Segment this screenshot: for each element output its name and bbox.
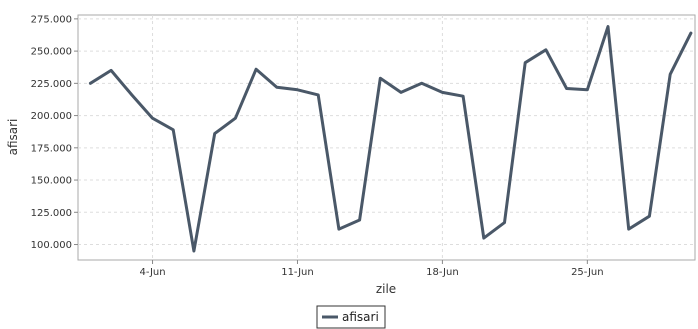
data-point (296, 88, 299, 92)
data-point (399, 91, 403, 94)
data-point (689, 31, 693, 35)
x-tick-label: 11-Jun (281, 267, 314, 278)
data-point (482, 236, 485, 240)
data-point (192, 249, 196, 253)
grid-lines (78, 15, 695, 260)
x-tick-label: 18-Jun (426, 267, 459, 278)
y-tick-label: 250.000 (31, 47, 72, 58)
data-point (544, 48, 548, 51)
x-axis-ticks: 4-Jun 11-Jun 18-Jun 25-Jun (139, 260, 604, 278)
data-point (565, 87, 568, 90)
data-point (317, 93, 320, 97)
data-point (441, 91, 444, 94)
data-point (379, 77, 382, 80)
data-point (503, 221, 506, 224)
data-point (254, 68, 258, 71)
y-tick-label: 200.000 (31, 111, 72, 122)
data-point (648, 215, 651, 218)
series-layer (88, 25, 693, 253)
y-tick-label: 275.000 (31, 14, 72, 25)
data-point (172, 128, 175, 131)
data-point (109, 69, 113, 72)
y-tick-label: 150.000 (31, 176, 72, 187)
y-axis-ticks: 100.000 125.000 150.000 175.000 200.000 225.0… (31, 14, 78, 251)
x-tick-label: 4-Jun (139, 267, 165, 278)
data-point (461, 95, 465, 98)
data-point (524, 61, 527, 64)
data-point (420, 82, 423, 85)
data-point (234, 117, 237, 120)
legend-box (316, 305, 386, 329)
y-axis-title: afisari (6, 119, 20, 156)
data-point (627, 227, 630, 231)
x-axis-title: zile (376, 282, 396, 296)
data-point (606, 25, 610, 28)
y-tick-label: 175.000 (31, 143, 72, 154)
y-tick-label: 125.000 (31, 208, 72, 219)
x-tick-label: 25-Jun (571, 267, 604, 278)
data-point (337, 227, 341, 231)
y-tick-label: 100.000 (31, 240, 72, 251)
data-point (130, 93, 133, 97)
data-point (586, 88, 589, 92)
data-point (358, 218, 361, 222)
data-point (669, 73, 672, 76)
data-point (89, 82, 92, 85)
data-point (213, 132, 216, 135)
legend: afisari (316, 305, 386, 329)
y-tick-label: 225.000 (31, 79, 72, 90)
data-point (151, 117, 154, 120)
legend-label: afisari (342, 310, 379, 324)
data-point (275, 86, 278, 89)
series-line-afisari (88, 25, 693, 253)
plot-area (77, 14, 696, 261)
